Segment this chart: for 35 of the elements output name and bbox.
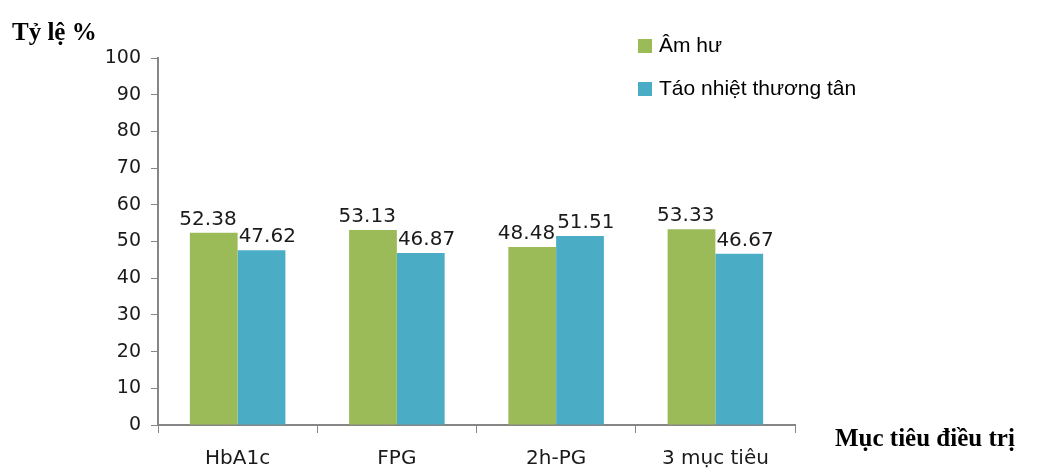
data-label: 53.33 [657, 202, 715, 227]
legend-label: Âm hư [659, 32, 723, 56]
data-label: 46.87 [397, 226, 456, 251]
data-label: 48.48 [497, 220, 556, 245]
y-tick-label: 40 [116, 265, 141, 288]
x-tick-label: 2h-PG [526, 445, 587, 470]
bar [349, 230, 397, 425]
x-tick-label: FPG [377, 445, 417, 470]
y-tick-label: 10 [116, 375, 141, 398]
bar [237, 250, 286, 425]
y-tick-label: 20 [116, 338, 141, 361]
bar [556, 235, 604, 425]
bar [715, 253, 764, 425]
y-tick-label: 80 [116, 118, 141, 141]
data-label: 52.38 [179, 205, 237, 230]
data-label: 51.51 [557, 209, 615, 234]
bar [667, 229, 716, 425]
y-tick-label: 70 [116, 155, 141, 178]
y-tick-label: 90 [116, 81, 141, 104]
y-tick-label: 50 [116, 228, 141, 251]
y-tick-label: 100 [104, 44, 141, 67]
y-tick-label: 30 [116, 301, 141, 324]
legend-label: Táo nhiệt thương tân [659, 75, 857, 99]
x-tick-label: HbA1c [205, 445, 271, 470]
data-label: 46.67 [716, 226, 774, 251]
data-label: 53.13 [338, 203, 396, 228]
y-tick-label: 60 [116, 191, 141, 214]
y-tick-label: 0 [128, 411, 141, 434]
data-label: 47.62 [238, 223, 296, 248]
x-axis-title: Mục tiêu điều trị [835, 424, 1015, 451]
y-axis-title: Tỷ lệ % [12, 18, 97, 45]
bar [508, 247, 557, 425]
bar [396, 252, 445, 425]
bar [189, 232, 238, 425]
x-tick-label: 3 mục tiêu [661, 445, 769, 470]
